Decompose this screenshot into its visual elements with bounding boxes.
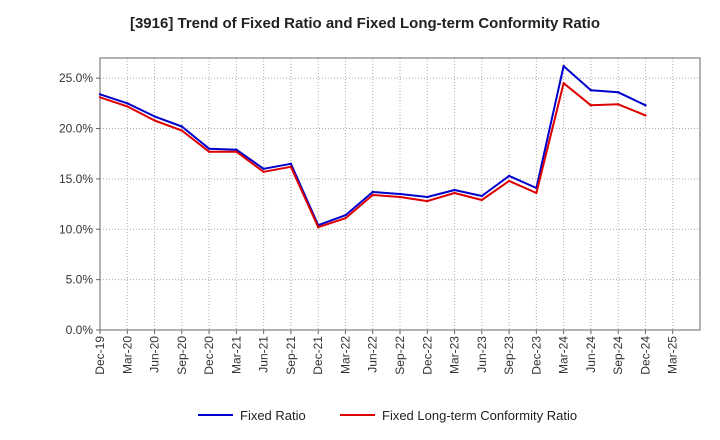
x-tick-label: Sep-23 <box>502 336 516 375</box>
series-lines <box>98 64 647 229</box>
y-tick-label: 20.0% <box>59 122 93 136</box>
x-tick-label: Dec-24 <box>638 336 652 375</box>
data-point <box>589 89 593 92</box>
x-tick-label: Sep-20 <box>175 336 189 375</box>
data-point <box>289 162 293 165</box>
data-point <box>235 148 238 151</box>
x-tick-label: Mar-24 <box>557 336 571 374</box>
data-point <box>453 191 456 195</box>
data-point <box>426 195 429 199</box>
data-point <box>562 64 565 68</box>
legend: Fixed Ratio Fixed Long-term Conformity Ra… <box>198 408 577 423</box>
legend-label: Fixed Long-term Conformity Ratio <box>382 408 577 423</box>
data-point <box>180 129 184 132</box>
data-point <box>316 226 320 229</box>
y-tick-label: 10.0% <box>59 222 93 236</box>
data-point <box>453 188 456 192</box>
data-point <box>207 147 211 150</box>
data-point <box>235 150 238 153</box>
data-point <box>507 179 511 183</box>
x-tick-label: Jun-22 <box>366 336 380 373</box>
x-tick-label: Jun-23 <box>475 336 489 373</box>
data-point <box>98 93 102 96</box>
data-point <box>507 174 511 178</box>
x-tick-label: Mar-25 <box>666 336 680 374</box>
y-tick-label: 5.0% <box>66 273 94 287</box>
data-point <box>344 213 347 217</box>
data-point <box>180 125 184 128</box>
data-point <box>371 190 374 194</box>
x-tick-label: Sep-24 <box>611 336 625 375</box>
legend-label: Fixed Ratio <box>240 408 306 423</box>
x-tick-label: Jun-24 <box>584 336 598 373</box>
y-tick-label: 0.0% <box>66 323 94 337</box>
data-point <box>589 104 593 107</box>
data-point <box>644 104 647 107</box>
data-point <box>616 91 620 94</box>
x-tick-label: Dec-23 <box>529 336 543 375</box>
data-point <box>371 193 374 197</box>
data-point <box>616 103 620 106</box>
data-point <box>207 150 211 153</box>
chart-title: [3916] Trend of Fixed Ratio and Fixed Lo… <box>130 15 600 32</box>
data-point <box>480 198 484 202</box>
data-point <box>480 194 484 198</box>
data-point <box>126 102 129 105</box>
y-tick-label: 15.0% <box>59 172 93 186</box>
data-point <box>562 81 565 85</box>
data-point <box>426 199 429 203</box>
y-axis: 0.0% 5.0% 10.0% 15.0% 20.0% 25.0% <box>59 71 100 337</box>
data-point <box>126 105 129 108</box>
x-tick-label: Sep-22 <box>393 336 407 375</box>
x-tick-label: Dec-21 <box>311 336 325 375</box>
data-point <box>535 191 538 195</box>
x-tick-label: Jun-21 <box>257 336 271 373</box>
data-point <box>344 216 347 220</box>
y-tick-label: 25.0% <box>59 71 93 85</box>
x-tick-label: Dec-20 <box>202 336 216 375</box>
data-point <box>398 192 402 196</box>
x-tick-label: Dec-22 <box>420 336 434 375</box>
data-point <box>644 114 647 117</box>
data-point <box>398 195 402 199</box>
x-tick-label: Mar-20 <box>120 336 134 374</box>
data-point <box>262 170 265 174</box>
x-axis: Dec-19 Mar-20 Jun-20 Sep-20 Dec-20 Mar-21 Jun-… <box>93 330 680 375</box>
data-point <box>289 165 293 168</box>
x-tick-label: Mar-23 <box>448 336 462 374</box>
data-point <box>98 96 102 99</box>
x-tick-label: Sep-21 <box>284 336 298 375</box>
x-tick-label: Jun-20 <box>148 336 162 373</box>
x-tick-label: Mar-22 <box>338 336 352 374</box>
x-tick-label: Mar-21 <box>229 336 243 374</box>
data-point <box>153 119 156 122</box>
x-tick-label: Dec-19 <box>93 336 107 375</box>
data-point <box>153 115 156 118</box>
data-point <box>262 167 265 171</box>
